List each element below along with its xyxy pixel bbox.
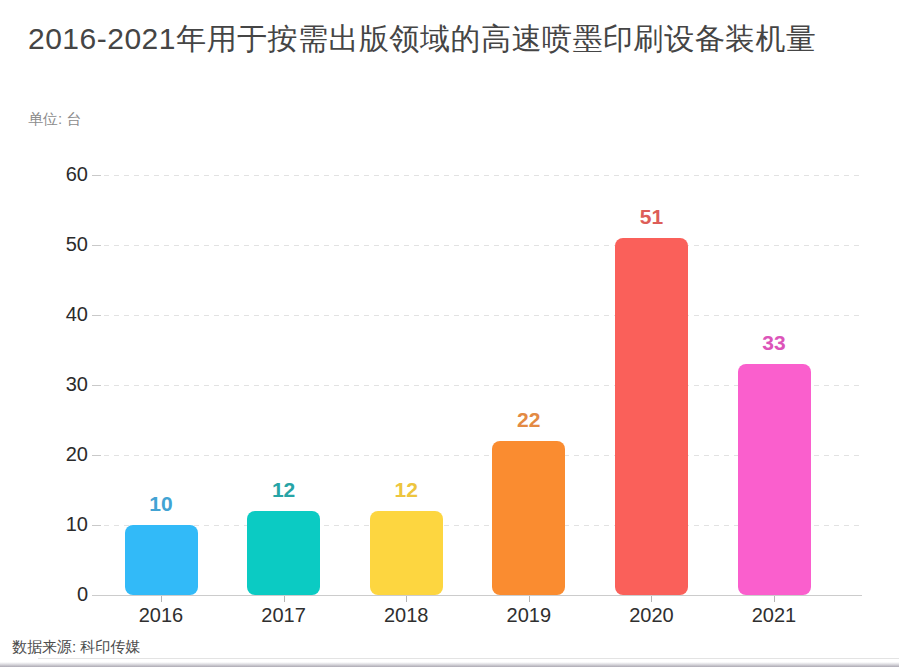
y-axis-tick <box>92 315 101 316</box>
y-axis-tick-label: 30 <box>32 373 88 396</box>
footer-divider <box>38 658 899 659</box>
bar-value-label: 12 <box>244 478 324 502</box>
y-axis-tick <box>92 455 101 456</box>
bar-2020[interactable] <box>615 238 688 595</box>
bar-value-label: 12 <box>366 478 446 502</box>
x-axis-label: 2020 <box>601 604 701 627</box>
y-axis-tick-label: 60 <box>32 163 88 186</box>
x-axis-tick <box>774 596 775 602</box>
x-axis-label: 2016 <box>111 604 211 627</box>
bar-2017[interactable] <box>247 511 320 595</box>
x-axis-line <box>92 595 862 596</box>
gridline <box>104 315 860 316</box>
gridline <box>104 245 860 246</box>
y-axis-tick-label: 40 <box>32 303 88 326</box>
y-axis-tick <box>92 175 101 176</box>
y-axis-tick-label: 20 <box>32 443 88 466</box>
x-axis-tick <box>161 596 162 602</box>
y-axis-tick <box>92 525 101 526</box>
bar-2021[interactable] <box>738 364 811 595</box>
x-axis-label: 2021 <box>724 604 824 627</box>
x-axis-tick <box>406 596 407 602</box>
x-axis-tick <box>284 596 285 602</box>
data-source: 数据来源: 科印传媒 <box>12 638 140 657</box>
y-axis-tick <box>92 245 101 246</box>
x-axis-label: 2019 <box>479 604 579 627</box>
bar-value-label: 22 <box>489 408 569 432</box>
bar-2019[interactable] <box>492 441 565 595</box>
bar-2018[interactable] <box>370 511 443 595</box>
gridline <box>104 175 860 176</box>
chart-title: 2016-2021年用于按需出版领域的高速喷墨印刷设备装机量 <box>28 16 868 61</box>
bar-2016[interactable] <box>125 525 198 595</box>
bar-value-label: 33 <box>734 331 814 355</box>
unit-label: 单位: 台 <box>28 110 81 129</box>
bar-value-label: 51 <box>611 205 691 229</box>
x-axis-label: 2018 <box>356 604 456 627</box>
y-axis-tick <box>92 385 101 386</box>
x-axis-label: 2017 <box>234 604 334 627</box>
y-axis-tick-label: 0 <box>32 583 88 606</box>
chart-page: 2016-2021年用于按需出版领域的高速喷墨印刷设备装机量 单位: 台 0 10… <box>0 0 899 667</box>
y-axis-tick-label: 50 <box>32 233 88 256</box>
bar-value-label: 10 <box>121 492 201 516</box>
window-bottom-edge <box>0 662 899 667</box>
x-axis-tick <box>529 596 530 602</box>
x-axis-tick <box>651 596 652 602</box>
y-axis-tick-label: 10 <box>32 513 88 536</box>
